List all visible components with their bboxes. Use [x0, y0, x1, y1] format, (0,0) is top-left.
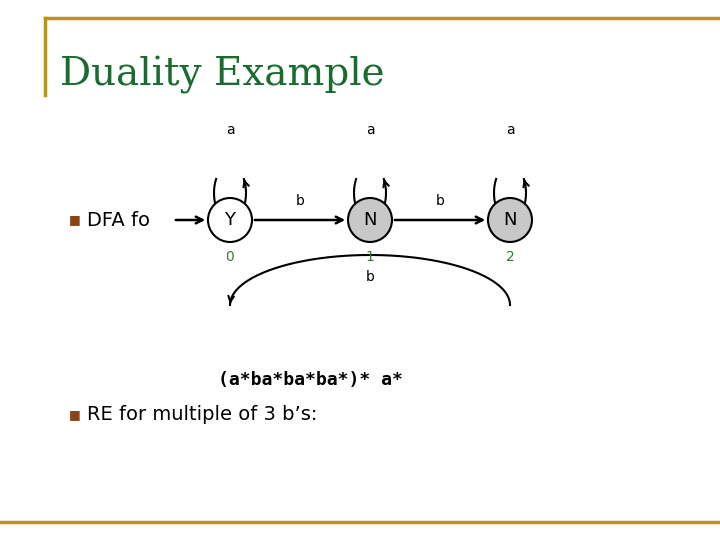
Circle shape [488, 198, 532, 242]
Text: ■: ■ [69, 408, 81, 422]
Text: a: a [366, 123, 374, 137]
Text: 1: 1 [366, 250, 374, 264]
Circle shape [348, 198, 392, 242]
Text: a: a [225, 123, 234, 137]
Text: b: b [366, 270, 374, 284]
Text: a: a [505, 123, 514, 137]
Text: 2: 2 [505, 250, 514, 264]
Text: (a*ba*ba*ba*)* a*: (a*ba*ba*ba*)* a* [217, 371, 402, 389]
Text: b: b [296, 194, 305, 208]
Text: ■: ■ [69, 213, 81, 226]
Text: 0: 0 [225, 250, 235, 264]
Text: Y: Y [225, 211, 235, 229]
Text: b: b [436, 194, 444, 208]
Text: RE for multiple of 3 b’s:: RE for multiple of 3 b’s: [87, 406, 318, 424]
Circle shape [208, 198, 252, 242]
Text: DFA fo: DFA fo [87, 211, 150, 229]
Text: N: N [364, 211, 377, 229]
Text: N: N [503, 211, 517, 229]
Text: Duality Example: Duality Example [60, 56, 384, 94]
